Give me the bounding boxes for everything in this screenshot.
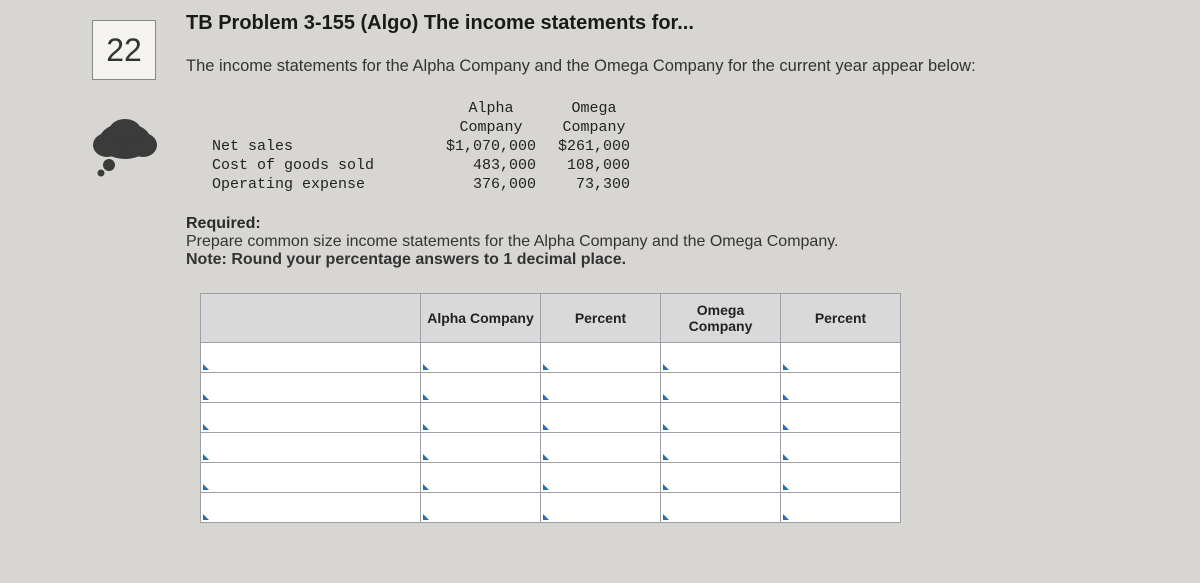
answer-cell[interactable] bbox=[201, 373, 421, 403]
thought-bubble-icon bbox=[85, 113, 165, 179]
answer-cell[interactable] bbox=[541, 343, 661, 373]
data-header-alpha-2: Company bbox=[436, 119, 546, 136]
intro-text: The income statements for the Alpha Comp… bbox=[186, 57, 1166, 76]
answer-cell[interactable] bbox=[661, 433, 781, 463]
row-omega: 73,300 bbox=[548, 176, 640, 193]
answer-row bbox=[201, 433, 901, 463]
problem-title: TB Problem 3-155 (Algo) The income state… bbox=[186, 12, 1166, 35]
row-label: Operating expense bbox=[202, 176, 434, 193]
answer-input-table: Alpha Company Percent Omega Company Perc… bbox=[200, 293, 901, 523]
answer-cell[interactable] bbox=[201, 493, 421, 523]
row-alpha: 483,000 bbox=[436, 157, 546, 174]
answer-cell[interactable] bbox=[661, 493, 781, 523]
answer-row bbox=[201, 463, 901, 493]
answer-cell[interactable] bbox=[661, 463, 781, 493]
question-number: 22 bbox=[106, 32, 142, 69]
answer-header-row: Alpha Company Percent Omega Company Perc… bbox=[201, 294, 901, 343]
required-label: Required: bbox=[186, 215, 261, 232]
content-area: TB Problem 3-155 (Algo) The income state… bbox=[186, 12, 1166, 523]
answer-header: Percent bbox=[781, 294, 901, 343]
answer-row bbox=[201, 373, 901, 403]
answer-cell[interactable] bbox=[421, 403, 541, 433]
answer-header: Alpha Company bbox=[421, 294, 541, 343]
answer-cell[interactable] bbox=[421, 373, 541, 403]
required-note: Note: Round your percentage answers to 1… bbox=[186, 251, 1166, 269]
answer-cell[interactable] bbox=[541, 493, 661, 523]
answer-cell[interactable] bbox=[661, 343, 781, 373]
answer-cell[interactable] bbox=[541, 403, 661, 433]
required-block: Required: Prepare common size income sta… bbox=[186, 215, 1166, 269]
answer-cell[interactable] bbox=[201, 463, 421, 493]
answer-cell[interactable] bbox=[421, 493, 541, 523]
answer-row bbox=[201, 343, 901, 373]
table-row: Operating expense 376,000 73,300 bbox=[202, 176, 640, 193]
answer-cell[interactable] bbox=[201, 433, 421, 463]
data-header-omega-2: Company bbox=[548, 119, 640, 136]
answer-cell[interactable] bbox=[781, 493, 901, 523]
table-row: Net sales $1,070,000 $261,000 bbox=[202, 138, 640, 155]
row-alpha: 376,000 bbox=[436, 176, 546, 193]
answer-cell[interactable] bbox=[661, 373, 781, 403]
answer-cell[interactable] bbox=[421, 433, 541, 463]
row-label: Net sales bbox=[202, 138, 434, 155]
answer-header bbox=[201, 294, 421, 343]
answer-cell[interactable] bbox=[421, 343, 541, 373]
answer-cell[interactable] bbox=[541, 373, 661, 403]
row-omega: 108,000 bbox=[548, 157, 640, 174]
row-omega: $261,000 bbox=[548, 138, 640, 155]
row-label: Cost of goods sold bbox=[202, 157, 434, 174]
answer-cell[interactable] bbox=[421, 463, 541, 493]
answer-cell[interactable] bbox=[781, 373, 901, 403]
data-header-omega-1: Omega bbox=[548, 100, 640, 117]
answer-cell[interactable] bbox=[781, 403, 901, 433]
data-header-alpha-1: Alpha bbox=[436, 100, 546, 117]
question-number-box: 22 bbox=[92, 20, 156, 80]
answer-row bbox=[201, 403, 901, 433]
answer-cell[interactable] bbox=[201, 343, 421, 373]
required-text: Prepare common size income statements fo… bbox=[186, 233, 1166, 251]
row-alpha: $1,070,000 bbox=[436, 138, 546, 155]
answer-header: Omega Company bbox=[661, 294, 781, 343]
income-statement-table: Alpha Omega Company Company Net sales $1… bbox=[200, 98, 642, 195]
answer-cell[interactable] bbox=[781, 463, 901, 493]
answer-header: Percent bbox=[541, 294, 661, 343]
answer-cell[interactable] bbox=[661, 403, 781, 433]
answer-cell[interactable] bbox=[781, 343, 901, 373]
answer-cell[interactable] bbox=[201, 403, 421, 433]
answer-cell[interactable] bbox=[541, 463, 661, 493]
answer-row bbox=[201, 493, 901, 523]
answer-cell[interactable] bbox=[541, 433, 661, 463]
answer-cell[interactable] bbox=[781, 433, 901, 463]
table-row: Cost of goods sold 483,000 108,000 bbox=[202, 157, 640, 174]
